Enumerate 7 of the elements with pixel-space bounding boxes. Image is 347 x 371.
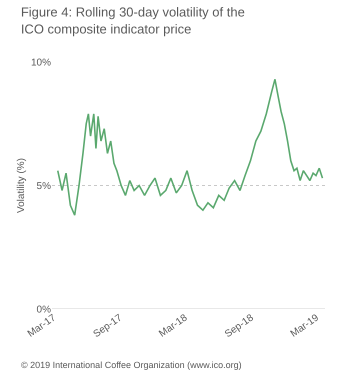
y-tick-label: 5% <box>36 181 52 192</box>
chart-title: Figure 4: Rolling 30-day volatility of the ICO composite indicator price <box>20 4 245 37</box>
line-series <box>56 78 324 216</box>
text: © 2019 International Coffee Organization (www.ico.org) <box>21 360 242 370</box>
y-tick-label: 10% <box>30 58 52 68</box>
y-axis-title: Volatility (%) <box>16 158 27 214</box>
y-tick-label: 0% <box>36 304 52 316</box>
